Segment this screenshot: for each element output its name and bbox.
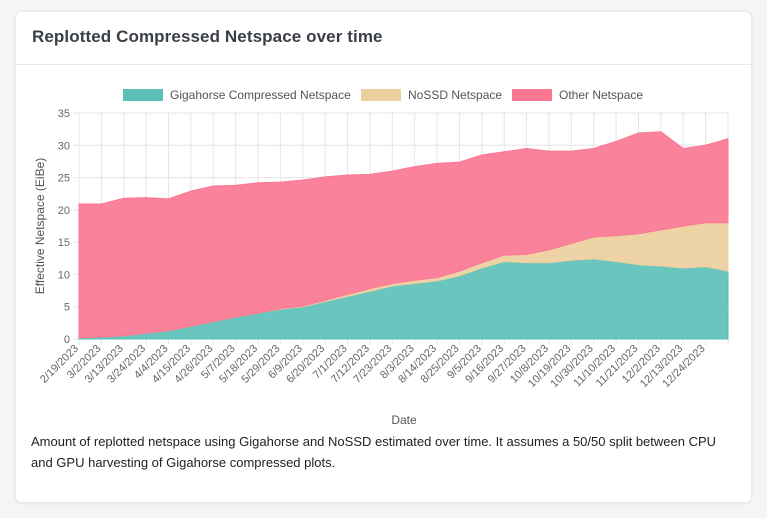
card-header: Replotted Compressed Netspace over time — [16, 12, 751, 65]
y-tick-label: 15 — [58, 237, 70, 249]
y-tick-label: 20 — [58, 205, 70, 217]
chart-caption: Amount of replotted netspace using Gigah… — [31, 434, 717, 470]
legend-label-other: Other Netspace — [559, 88, 644, 102]
y-tick-label: 35 — [58, 108, 70, 120]
y-tick-label: 0 — [64, 334, 70, 346]
stacked-area-chart: 0 5 10 15 20 25 30 35 2/19/20233/2/20233/13/202… — [33, 108, 729, 427]
y-tick-label: 10 — [58, 269, 70, 281]
y-axis-title: Effective Netspace (EiBe) — [33, 158, 47, 295]
x-axis-ticks: 2/19/20233/2/20233/13/20233/24/20234/4/2… — [38, 343, 708, 390]
y-axis-ticks: 0 5 10 15 20 25 30 35 — [58, 108, 70, 346]
legend-swatch-other — [512, 89, 552, 101]
card-title: Replotted Compressed Netspace over time — [32, 27, 383, 46]
legend-label-gigahorse: Gigahorse Compressed Netspace — [170, 88, 351, 102]
area-series — [78, 131, 729, 340]
chart-legend: Gigahorse Compressed Netspace NoSSD Nets… — [0, 86, 767, 106]
y-tick-label: 30 — [58, 140, 70, 152]
legend-label-nossd: NoSSD Netspace — [408, 88, 503, 102]
legend-swatch-nossd — [361, 89, 401, 101]
y-tick-label: 25 — [58, 173, 70, 185]
x-axis-title: Date — [391, 413, 417, 427]
area-other — [78, 131, 729, 339]
y-tick-label: 5 — [64, 302, 70, 314]
legend-swatch-gigahorse — [123, 89, 163, 101]
